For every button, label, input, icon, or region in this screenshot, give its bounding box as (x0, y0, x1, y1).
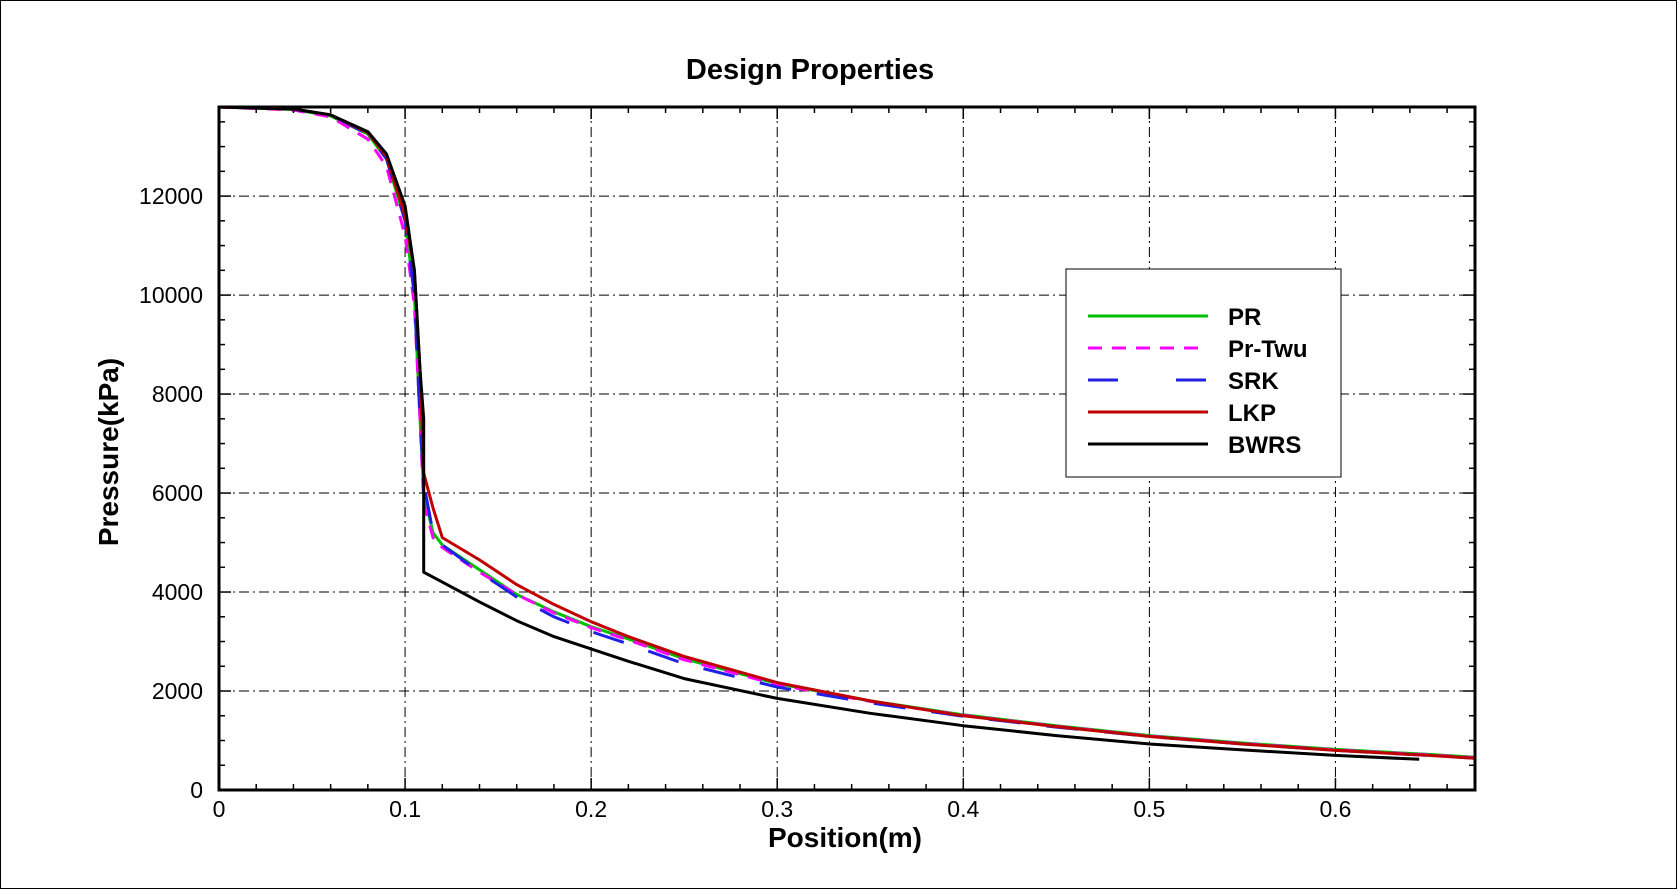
y-tick-label: 8000 (152, 381, 203, 407)
legend-label: Pr-Twu (1228, 336, 1308, 363)
series-line-bwrs (218, 105, 1420, 761)
legend-items: PR Pr-Twu SRK LKP BWRS (1088, 304, 1308, 459)
x-tick-label: 0.5 (1133, 796, 1165, 822)
x-tick-label: 0 (213, 796, 226, 822)
legend-label: PR (1228, 304, 1261, 331)
legend-box (1065, 268, 1342, 478)
legend: PR Pr-Twu SRK LKP BWRS (1065, 268, 1342, 478)
y-tick-label: 6000 (152, 480, 203, 506)
y-tick-label: 4000 (152, 579, 203, 605)
y-tick-label: 2000 (152, 678, 203, 704)
plot-area-border (217, 105, 1477, 792)
legend-label: LKP (1228, 400, 1276, 427)
tick-labels: 0 0.1 0.2 0.3 0.4 0.5 0.6 0 2000 4000 6000 8000 1000… (139, 183, 1351, 822)
x-tick-label: 0.4 (947, 796, 979, 822)
legend-label: BWRS (1228, 432, 1301, 459)
x-tick-label: 0.2 (575, 796, 607, 822)
axes (217, 105, 1477, 792)
y-tick-label: 0 (190, 777, 203, 803)
y-tick-label: 10000 (139, 282, 203, 308)
legend-label: SRK (1228, 368, 1279, 395)
y-tick-label: 12000 (139, 183, 203, 209)
series-lines (218, 105, 1476, 761)
x-tick-label: 0.3 (761, 796, 793, 822)
chart-title: Design Properties (686, 54, 934, 86)
y-axis-label: Pressure(kPa) (93, 358, 124, 546)
x-tick-label: 0.1 (389, 796, 421, 822)
x-tick-label: 0.6 (1319, 796, 1351, 822)
x-axis-label: Position(m) (768, 822, 922, 853)
